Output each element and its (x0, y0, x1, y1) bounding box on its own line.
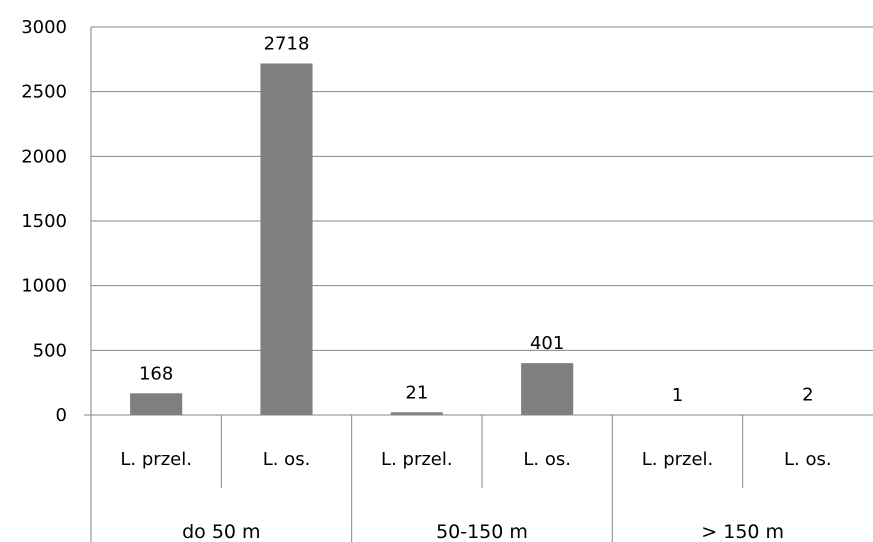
x-category-label: L. przel. (642, 449, 714, 470)
x-group-label: > 150 m (701, 521, 784, 542)
x-category-label: L. os. (263, 449, 311, 470)
data-label: 401 (530, 333, 564, 354)
data-label: 21 (405, 382, 428, 403)
y-axis-tick-labels: 0 500 1000 1500 2000 2500 3000 (21, 17, 67, 426)
y-tick-label: 0 (56, 405, 67, 426)
y-tick-label: 3000 (21, 17, 67, 38)
y-tick-label: 500 (33, 340, 67, 361)
y-tick-label: 2500 (21, 82, 67, 103)
x-category-label: L. os. (784, 449, 832, 470)
x-category-label: L. przel. (120, 449, 192, 470)
y-tick-label: 2000 (21, 146, 67, 167)
axes (84, 27, 873, 542)
bar (390, 412, 443, 415)
bars (130, 63, 834, 416)
bar (521, 363, 574, 415)
x-group-label: do 50 m (182, 521, 260, 542)
data-label: 2 (802, 385, 813, 406)
data-label: 1 (672, 385, 683, 406)
data-label: 2718 (264, 33, 310, 54)
data-label: 168 (139, 363, 173, 384)
y-tick-label: 1500 (21, 211, 67, 232)
gridlines (91, 26, 873, 351)
y-tick-label: 1000 (21, 276, 67, 297)
x-category-label: L. przel. (381, 449, 453, 470)
x-axis-category-labels: L. przel. L. os. L. przel. L. os. L. przel. L… (120, 449, 831, 470)
bar (260, 63, 313, 416)
x-category-label: L. os. (523, 449, 571, 470)
bar (130, 393, 183, 415)
x-group-label: 50-150 m (436, 521, 528, 542)
data-labels: 168 2718 21 401 1 2 (139, 33, 814, 405)
x-axis-group-labels: do 50 m 50-150 m > 150 m (182, 521, 784, 542)
